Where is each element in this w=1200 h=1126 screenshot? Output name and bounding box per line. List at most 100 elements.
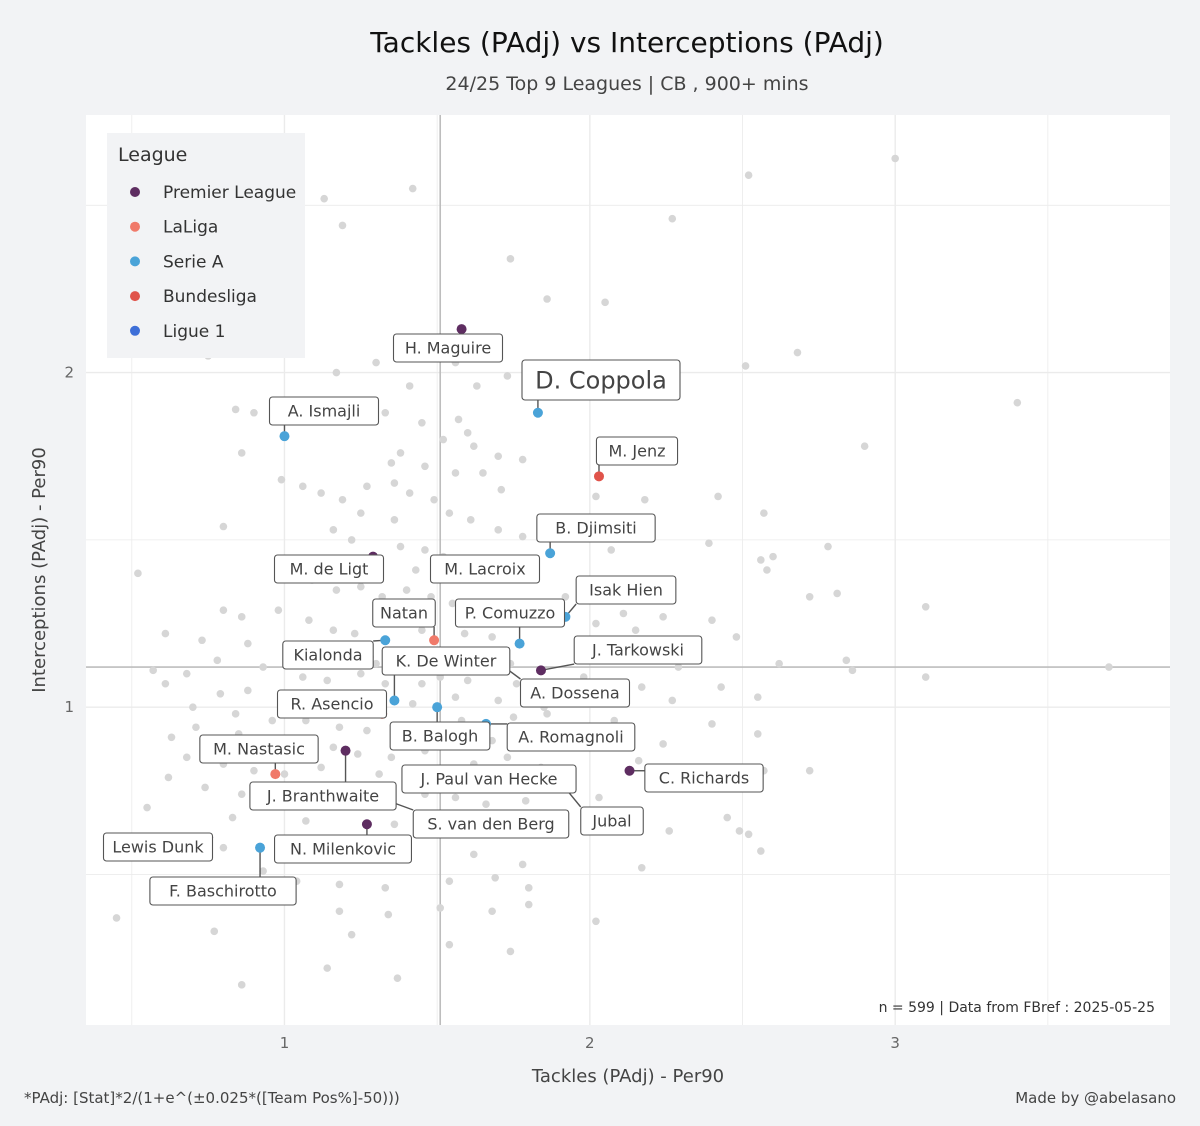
background-point xyxy=(543,295,551,303)
point-a-ismajli xyxy=(279,431,290,442)
background-point xyxy=(494,452,503,461)
background-point xyxy=(757,847,765,855)
point-j-branthwaite xyxy=(340,745,351,756)
background-point xyxy=(524,900,533,909)
background-point xyxy=(833,589,841,598)
background-point xyxy=(451,469,460,477)
background-point xyxy=(372,358,380,367)
background-point xyxy=(134,569,142,578)
background-point xyxy=(521,797,530,805)
label-c-richards: C. Richards xyxy=(659,769,749,788)
background-point xyxy=(436,904,445,912)
background-point xyxy=(323,676,332,685)
background-point xyxy=(506,947,515,956)
label-box-a-romagnoli xyxy=(506,722,636,752)
point-natan xyxy=(429,635,440,646)
background-point xyxy=(299,673,307,681)
background-point xyxy=(592,492,600,501)
background-point xyxy=(167,733,176,742)
background-point xyxy=(387,459,396,467)
background-point xyxy=(357,509,365,517)
player-labels: H. Maguire D. Coppola A. Ismajli M. Jenz B. … xyxy=(102,333,764,906)
point-n-milenkovic xyxy=(361,819,372,830)
background-point xyxy=(741,362,750,370)
background-point xyxy=(714,492,722,501)
background-point xyxy=(335,880,344,889)
background-point xyxy=(460,629,469,638)
background-point xyxy=(732,633,741,641)
label-box-k-de-winter xyxy=(381,646,511,676)
background-point xyxy=(482,800,490,808)
label-box-m-jenz xyxy=(595,436,679,466)
background-point xyxy=(277,475,286,484)
background-point xyxy=(381,679,390,688)
background-point xyxy=(842,656,851,665)
background-point xyxy=(231,405,240,414)
background-point xyxy=(445,877,454,885)
label-n-milenkovic: N. Milenkovic xyxy=(290,840,396,859)
background-point xyxy=(454,415,463,424)
background-point xyxy=(387,753,396,762)
point-h-maguire xyxy=(456,324,467,335)
connector-j-tarkowski xyxy=(540,663,575,672)
legend-title: League xyxy=(118,144,187,166)
background-point xyxy=(448,599,457,608)
background-point xyxy=(665,827,674,835)
background-point xyxy=(1013,398,1022,407)
background-point xyxy=(149,666,157,675)
background-point xyxy=(524,884,533,892)
background-point xyxy=(357,669,365,678)
background-point xyxy=(824,542,832,551)
legend-key-ligue-1 xyxy=(130,325,140,336)
background-point xyxy=(921,673,930,681)
background-point xyxy=(363,726,371,735)
label-box-m-nastasic xyxy=(199,734,319,764)
y-axis-label: Interceptions (PAdj) - Per90 xyxy=(29,447,50,693)
background-point xyxy=(393,974,402,982)
background-point xyxy=(299,482,307,491)
background-point xyxy=(408,700,417,708)
background-point xyxy=(708,616,716,624)
background-point xyxy=(280,770,289,778)
background-point xyxy=(430,495,438,504)
background-point xyxy=(250,766,258,775)
label-box-a-ismajli xyxy=(268,396,380,426)
background-point xyxy=(323,964,332,972)
background-point xyxy=(760,509,768,517)
background-point xyxy=(775,659,783,668)
background-point xyxy=(347,930,356,939)
background-point xyxy=(503,753,512,762)
label-h-maguire: H. Maguire xyxy=(405,339,491,358)
y-tick-label: 1 xyxy=(64,698,74,716)
background-point xyxy=(161,629,170,638)
background-point xyxy=(451,693,460,701)
label-d-coppola: D. Coppola xyxy=(535,367,667,395)
label-j-paul-van-hecke: J. Paul van Hecke xyxy=(419,770,557,789)
background-point xyxy=(390,820,399,829)
background-point xyxy=(396,449,405,457)
legend: League Premier League LaLiga Serie A Bundes… xyxy=(107,133,305,358)
background-point xyxy=(640,495,649,504)
background-point xyxy=(302,817,310,825)
label-box-a-dossena xyxy=(519,678,631,708)
background-point xyxy=(405,489,414,497)
background-point xyxy=(439,435,448,444)
background-point xyxy=(518,860,527,869)
label-lewis-dunk: Lewis Dunk xyxy=(112,838,204,857)
background-point xyxy=(259,867,267,875)
background-point xyxy=(891,154,899,163)
label-m-de-ligt: M. de Ligt xyxy=(290,560,369,579)
background-point xyxy=(753,693,762,701)
background-point xyxy=(421,546,429,554)
background-point xyxy=(192,723,200,732)
label-r-asencio: R. Asencio xyxy=(290,695,373,714)
background-point xyxy=(512,679,521,688)
background-point xyxy=(445,940,454,949)
background-point xyxy=(231,710,240,718)
background-point xyxy=(112,914,121,922)
legend-key-bundesliga xyxy=(130,291,140,302)
background-point xyxy=(637,863,646,872)
background-point xyxy=(259,663,267,671)
label-natan: Natan xyxy=(380,604,428,623)
